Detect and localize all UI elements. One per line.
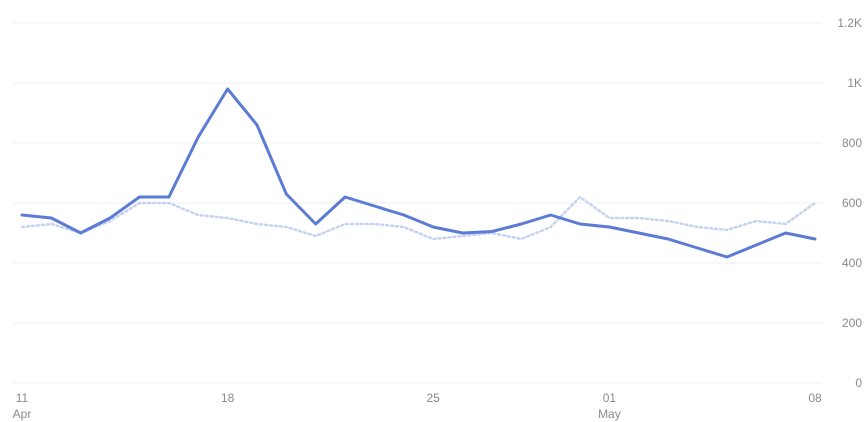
- data-point: [637, 232, 640, 235]
- data-point: [79, 232, 82, 235]
- data-point: [755, 244, 758, 247]
- data-point: [608, 226, 611, 229]
- data-point: [138, 196, 141, 199]
- data-point: [667, 238, 670, 241]
- data-point: [402, 226, 405, 229]
- x-tick-month-label: May: [598, 407, 621, 421]
- x-tick-month-label: Apr: [13, 407, 32, 421]
- data-point: [21, 226, 24, 229]
- data-point: [579, 223, 582, 226]
- x-axis-labels: 11 Apr 18 25 01 May 08: [13, 391, 822, 421]
- series-line-comparison: [20, 195, 817, 241]
- data-point: [814, 202, 817, 205]
- x-tick-label: 11: [16, 391, 29, 405]
- data-point: [167, 202, 170, 205]
- y-tick-label: 400: [842, 256, 862, 270]
- data-point: [109, 217, 112, 220]
- data-point: [755, 220, 758, 223]
- data-point: [226, 217, 229, 220]
- data-point: [490, 230, 493, 233]
- data-point: [373, 205, 376, 208]
- data-point: [725, 256, 728, 259]
- data-point: [285, 193, 288, 196]
- data-point: [344, 196, 347, 199]
- data-point: [579, 196, 582, 199]
- series-line-primary: [20, 87, 817, 259]
- data-point: [226, 88, 229, 91]
- data-point: [520, 223, 523, 226]
- data-point: [461, 232, 464, 235]
- data-point: [784, 232, 787, 235]
- series-layer: [20, 87, 817, 259]
- data-point: [461, 235, 464, 238]
- data-point: [255, 124, 258, 127]
- data-point: [50, 223, 53, 226]
- data-point: [197, 136, 200, 139]
- data-point: [637, 217, 640, 220]
- x-tick-label: 08: [808, 391, 822, 405]
- data-point: [373, 223, 376, 226]
- y-tick-label: 600: [842, 196, 862, 210]
- x-tick-label: 18: [221, 391, 235, 405]
- data-point: [520, 238, 523, 241]
- data-point: [21, 214, 24, 217]
- y-tick-label: 800: [842, 136, 862, 150]
- data-point: [608, 217, 611, 220]
- data-point: [696, 247, 699, 250]
- data-point: [432, 238, 435, 241]
- x-tick-label: 01: [603, 391, 617, 405]
- data-point: [285, 226, 288, 229]
- data-point: [696, 226, 699, 229]
- y-tick-label: 0: [855, 376, 862, 390]
- data-point: [667, 220, 670, 223]
- y-tick-label: 200: [842, 316, 862, 330]
- data-point: [138, 202, 141, 205]
- x-tick-label: 25: [427, 391, 441, 405]
- y-tick-label: 1.2K: [837, 16, 862, 30]
- y-tick-label: 1K: [847, 76, 862, 90]
- data-point: [784, 223, 787, 226]
- data-point: [432, 226, 435, 229]
- data-point: [549, 214, 552, 217]
- data-point: [725, 229, 728, 232]
- data-point: [814, 238, 817, 241]
- data-point: [344, 223, 347, 226]
- data-point: [549, 226, 552, 229]
- data-point: [314, 223, 317, 226]
- data-point: [402, 214, 405, 217]
- data-point: [255, 223, 258, 226]
- y-axis-labels: 0 200 400 600 800 1K 1.2K: [837, 16, 862, 390]
- data-point: [197, 214, 200, 217]
- data-point: [50, 217, 53, 220]
- data-point: [167, 196, 170, 199]
- data-point: [314, 235, 317, 238]
